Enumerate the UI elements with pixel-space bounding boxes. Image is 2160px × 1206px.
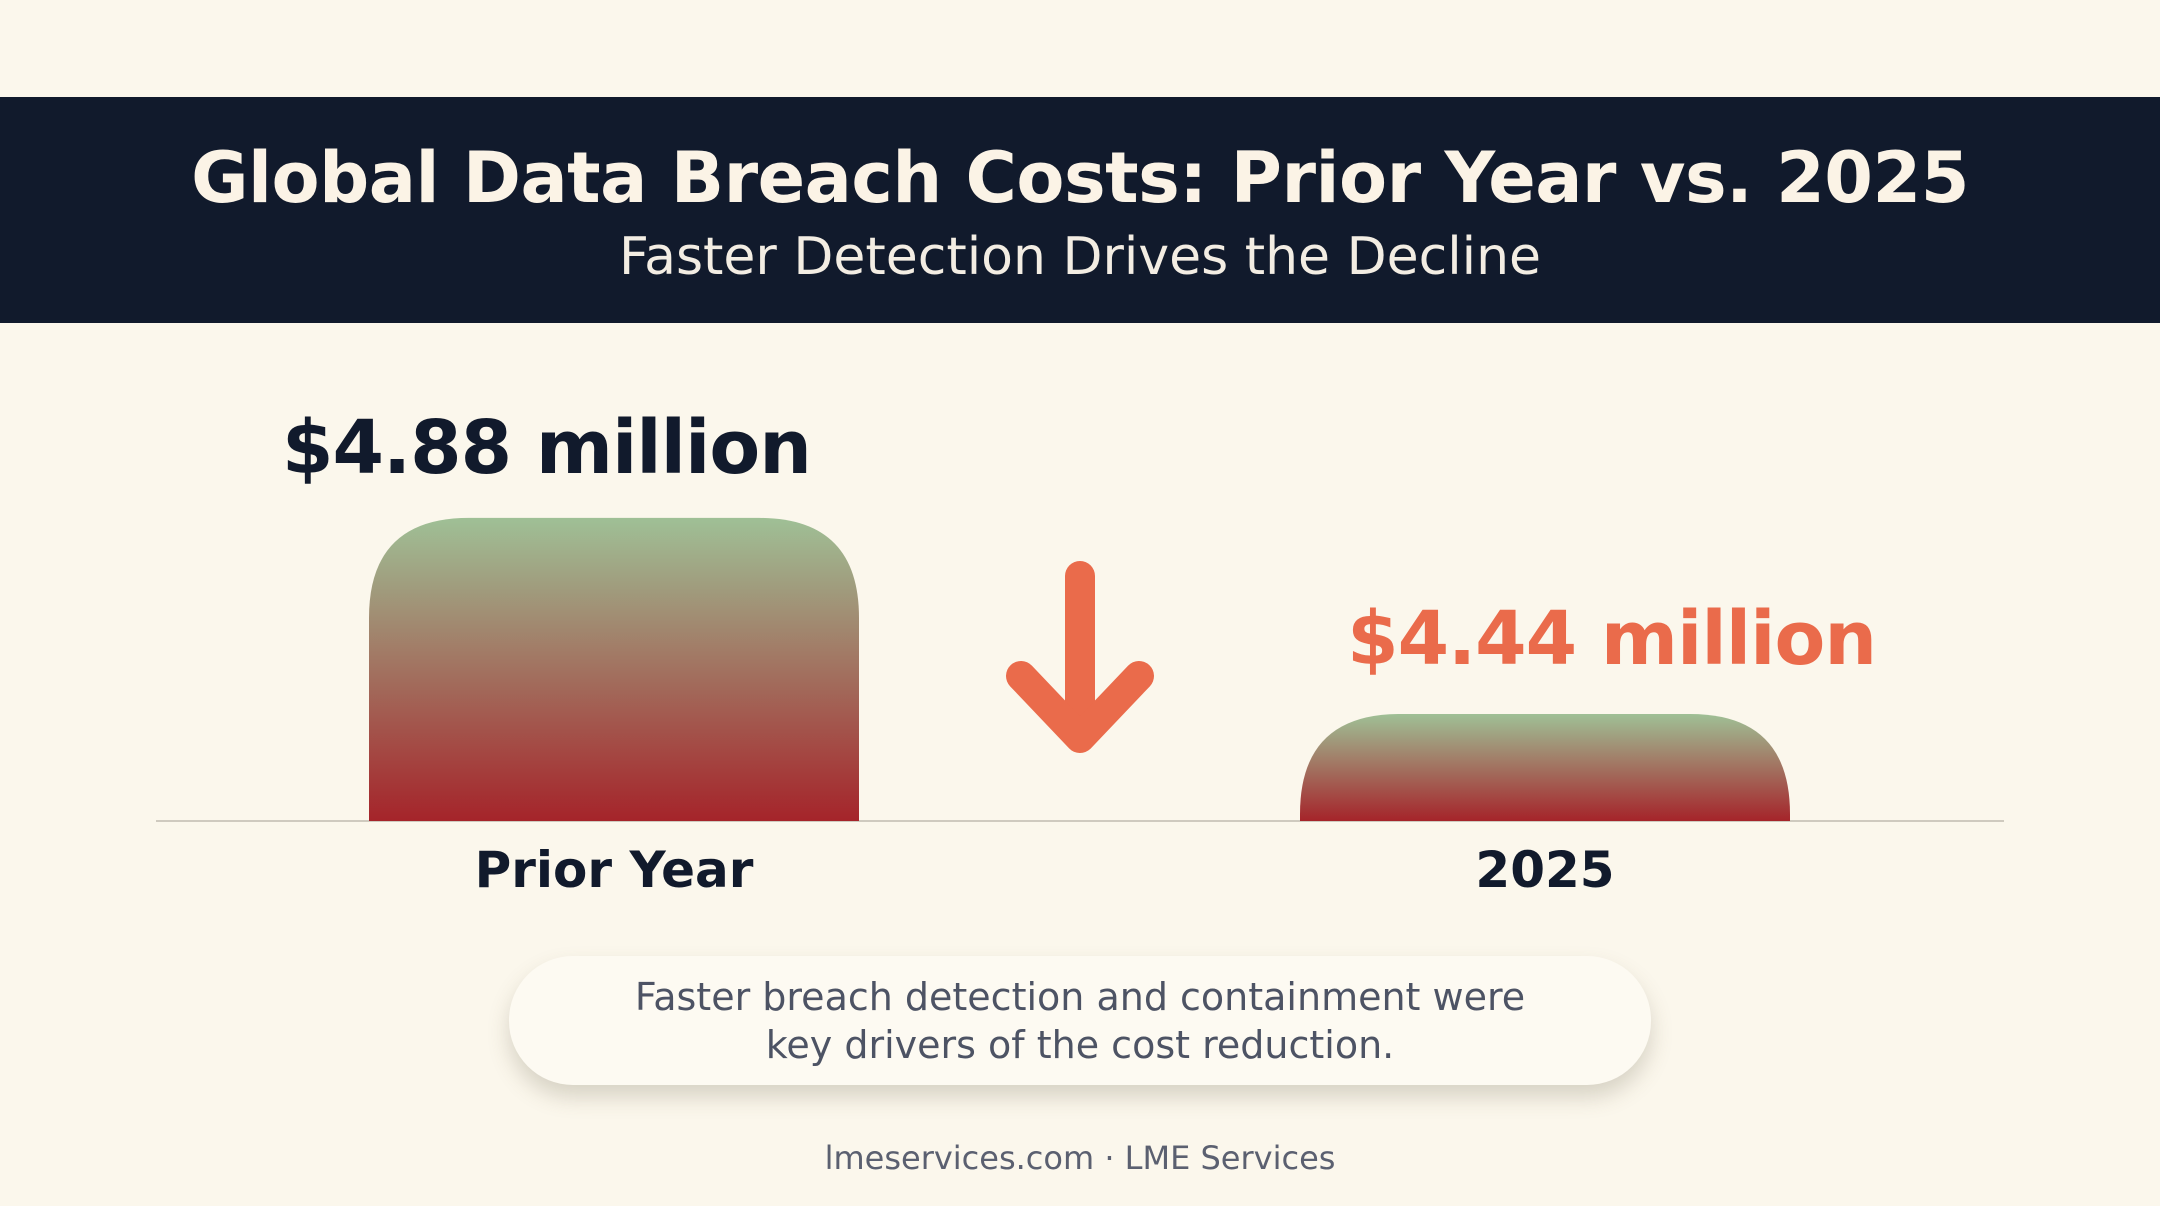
category-label-0: Prior Year — [475, 841, 754, 899]
data-label-1: $4.44 million — [1347, 596, 1876, 682]
category-label-1: 2025 — [1475, 841, 1614, 899]
annotation-text: Faster breach detection and containment … — [635, 973, 1525, 1069]
header-banner — [0, 97, 2160, 323]
chart-subtitle: Faster Detection Drives the Decline — [618, 227, 1542, 287]
bar-0 — [369, 517, 859, 821]
chart-title: Global Data Breach Costs: Prior Year vs.… — [191, 137, 1969, 219]
annotation-line-1: Faster breach detection and containment … — [634, 974, 1526, 1019]
footer-source: lmeservices.com · LME Services — [824, 1139, 1336, 1177]
bar-1 — [1300, 714, 1790, 821]
down-arrow-icon — [1006, 561, 1154, 753]
annotation-box: Faster breach detection and containment … — [509, 956, 1651, 1085]
data-label-0: $4.88 million — [282, 405, 811, 491]
annotation-line-2: key drivers of the cost reduction. — [765, 1022, 1395, 1067]
